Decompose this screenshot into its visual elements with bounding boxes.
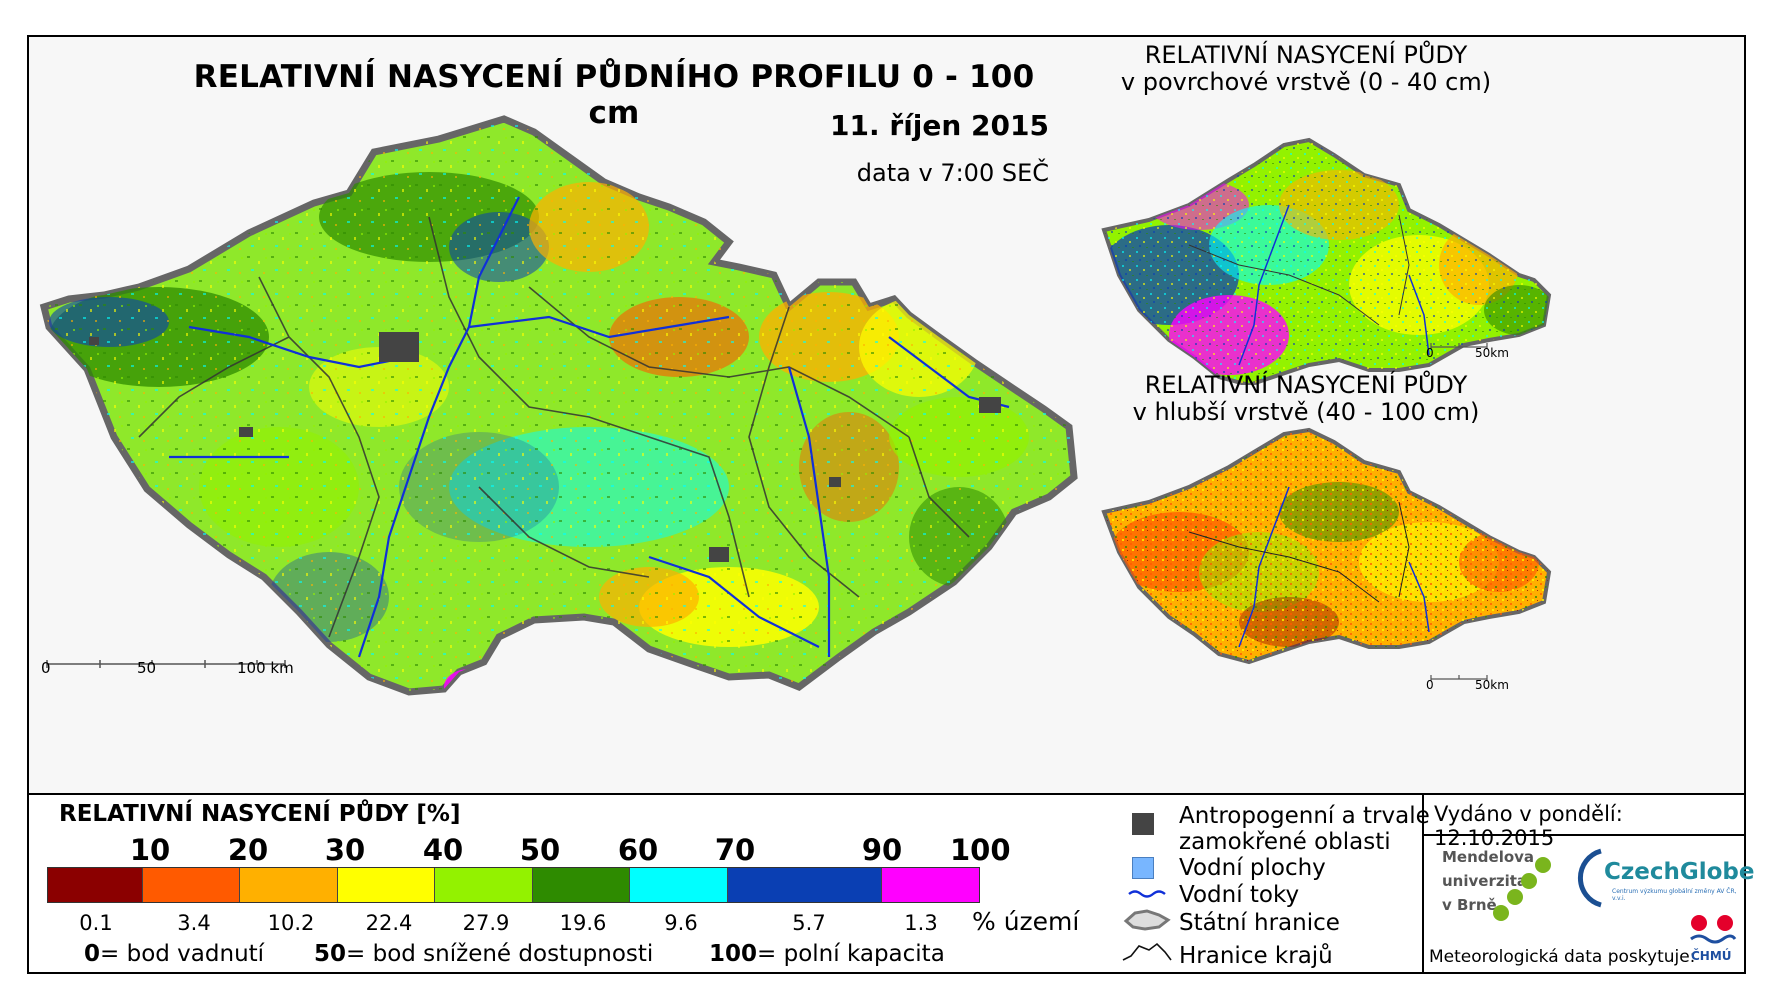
legend-percent: 19.6	[559, 911, 607, 935]
legend-tick: 20	[227, 833, 269, 867]
deep-map	[1101, 427, 1552, 665]
legend-percent: 1.3	[904, 911, 938, 935]
legend-percent: 27.9	[462, 911, 510, 935]
legend-percent: 0.1	[79, 911, 113, 935]
main-scale-100: 100 km	[237, 659, 294, 677]
legend-colorbar-outline	[47, 867, 980, 903]
chmu-logo-text: ČHMÚ	[1691, 949, 1732, 963]
main-scalebar	[46, 660, 286, 668]
czechglobe-subtitle: Centrum výzkumu globální změny AV ČR, v.…	[1612, 888, 1737, 902]
info-divider	[1422, 793, 1424, 974]
anthropogenic-label: Antropogenní a trvale zamokřené oblasti	[1179, 803, 1430, 855]
surface-title-line2: v povrchové vrstvě (0 - 40 cm)	[1120, 68, 1492, 96]
surface-scalebar	[1430, 343, 1488, 349]
legend-color-segment	[240, 867, 338, 903]
provider-label: Meteorologická data poskytuje:	[1429, 947, 1696, 967]
main-scale-0: 0	[41, 659, 51, 677]
legend-color-segment	[338, 867, 435, 903]
surface-title-line1: RELATIVNÍ NASYCENÍ PŮDY	[1144, 41, 1468, 69]
state-border-label: Státní hranice	[1179, 910, 1340, 936]
map-frame: RELATIVNÍ NASYCENÍ PŮDNÍHO PROFILU 0 - 1…	[27, 35, 1755, 974]
mendel-logo-text: Mendelova univerzita v Brně	[1442, 848, 1535, 914]
legend-title: RELATIVNÍ NASYCENÍ PŮDY [%]	[59, 801, 461, 827]
deep-title: RELATIVNÍ NASYCENÍ PŮDY v hlubší vrstvě …	[1091, 372, 1521, 426]
legend-color-segment	[630, 867, 728, 903]
note-capacity: 100= polní kapacita	[709, 941, 945, 967]
percent-unit: % území	[972, 907, 1080, 936]
note-wilting: 0= bod vadnutí	[84, 941, 265, 967]
issued-underline	[1422, 834, 1744, 836]
state-border-swatch	[1123, 909, 1171, 931]
czechglobe-logo: CzechGlobe	[1604, 859, 1755, 885]
legend-tick: 10	[129, 833, 171, 867]
rivers-label: Vodní toky	[1179, 882, 1300, 908]
legend-percent: 5.7	[792, 911, 826, 935]
deep-scale-0: 0	[1426, 678, 1434, 692]
legend-percent: 9.6	[664, 911, 698, 935]
anthropogenic-swatch	[1132, 813, 1154, 835]
czechglobe-arc-icon	[1577, 848, 1602, 908]
region-border-swatch	[1122, 942, 1172, 961]
date-label: 11. říjen 2015	[830, 109, 1049, 142]
legend-percent: 3.4	[177, 911, 211, 935]
note-reduced: 50= bod snížené dostupnosti	[314, 941, 654, 967]
legend-color-segment	[882, 867, 980, 903]
issued-date: Vydáno v pondělí: 12.10.2015	[1434, 802, 1623, 850]
mendel-logo-dots	[1493, 857, 1551, 921]
legend-tick: 90	[861, 833, 903, 867]
legend-tick: 60	[617, 833, 659, 867]
surface-scale-0: 0	[1426, 346, 1434, 360]
legend-tick: 100	[950, 833, 1011, 867]
deep-scalebar	[1430, 675, 1488, 681]
legend-tick: 50	[519, 833, 561, 867]
legend-percent: 10.2	[267, 911, 315, 935]
legend-color-segment	[47, 867, 143, 903]
legend-tick: 40	[422, 833, 464, 867]
legend-color-segment	[533, 867, 630, 903]
legend-tick: 70	[714, 833, 756, 867]
legend-tick: 30	[324, 833, 366, 867]
main-map	[39, 115, 1078, 696]
legend-color-segment	[435, 867, 533, 903]
surface-scale-50: 50km	[1475, 346, 1509, 360]
rivers-swatch	[1128, 890, 1166, 898]
legend-percent: 22.4	[365, 911, 413, 935]
legend-color-segment	[728, 867, 882, 903]
surface-title: RELATIVNÍ NASYCENÍ PŮDY v povrchové vrst…	[1091, 42, 1521, 96]
deep-title-line2: v hlubší vrstvě (40 - 100 cm)	[1132, 398, 1480, 426]
water-bodies-swatch	[1132, 857, 1154, 879]
chmu-logo-icon	[1690, 915, 1737, 944]
legend-color-segment	[143, 867, 240, 903]
data-time-label: data v 7:00 SEČ	[856, 159, 1049, 187]
deep-scale-50: 50km	[1475, 678, 1509, 692]
water-bodies-label: Vodní plochy	[1179, 855, 1326, 881]
main-scale-50: 50	[137, 659, 157, 677]
main-title: RELATIVNÍ NASYCENÍ PŮDNÍHO PROFILU 0 - 1…	[193, 59, 1035, 131]
region-border-label: Hranice krajů	[1179, 943, 1333, 969]
surface-map	[1101, 137, 1552, 385]
deep-title-line1: RELATIVNÍ NASYCENÍ PŮDY	[1144, 371, 1468, 399]
legend-divider	[29, 793, 1744, 795]
